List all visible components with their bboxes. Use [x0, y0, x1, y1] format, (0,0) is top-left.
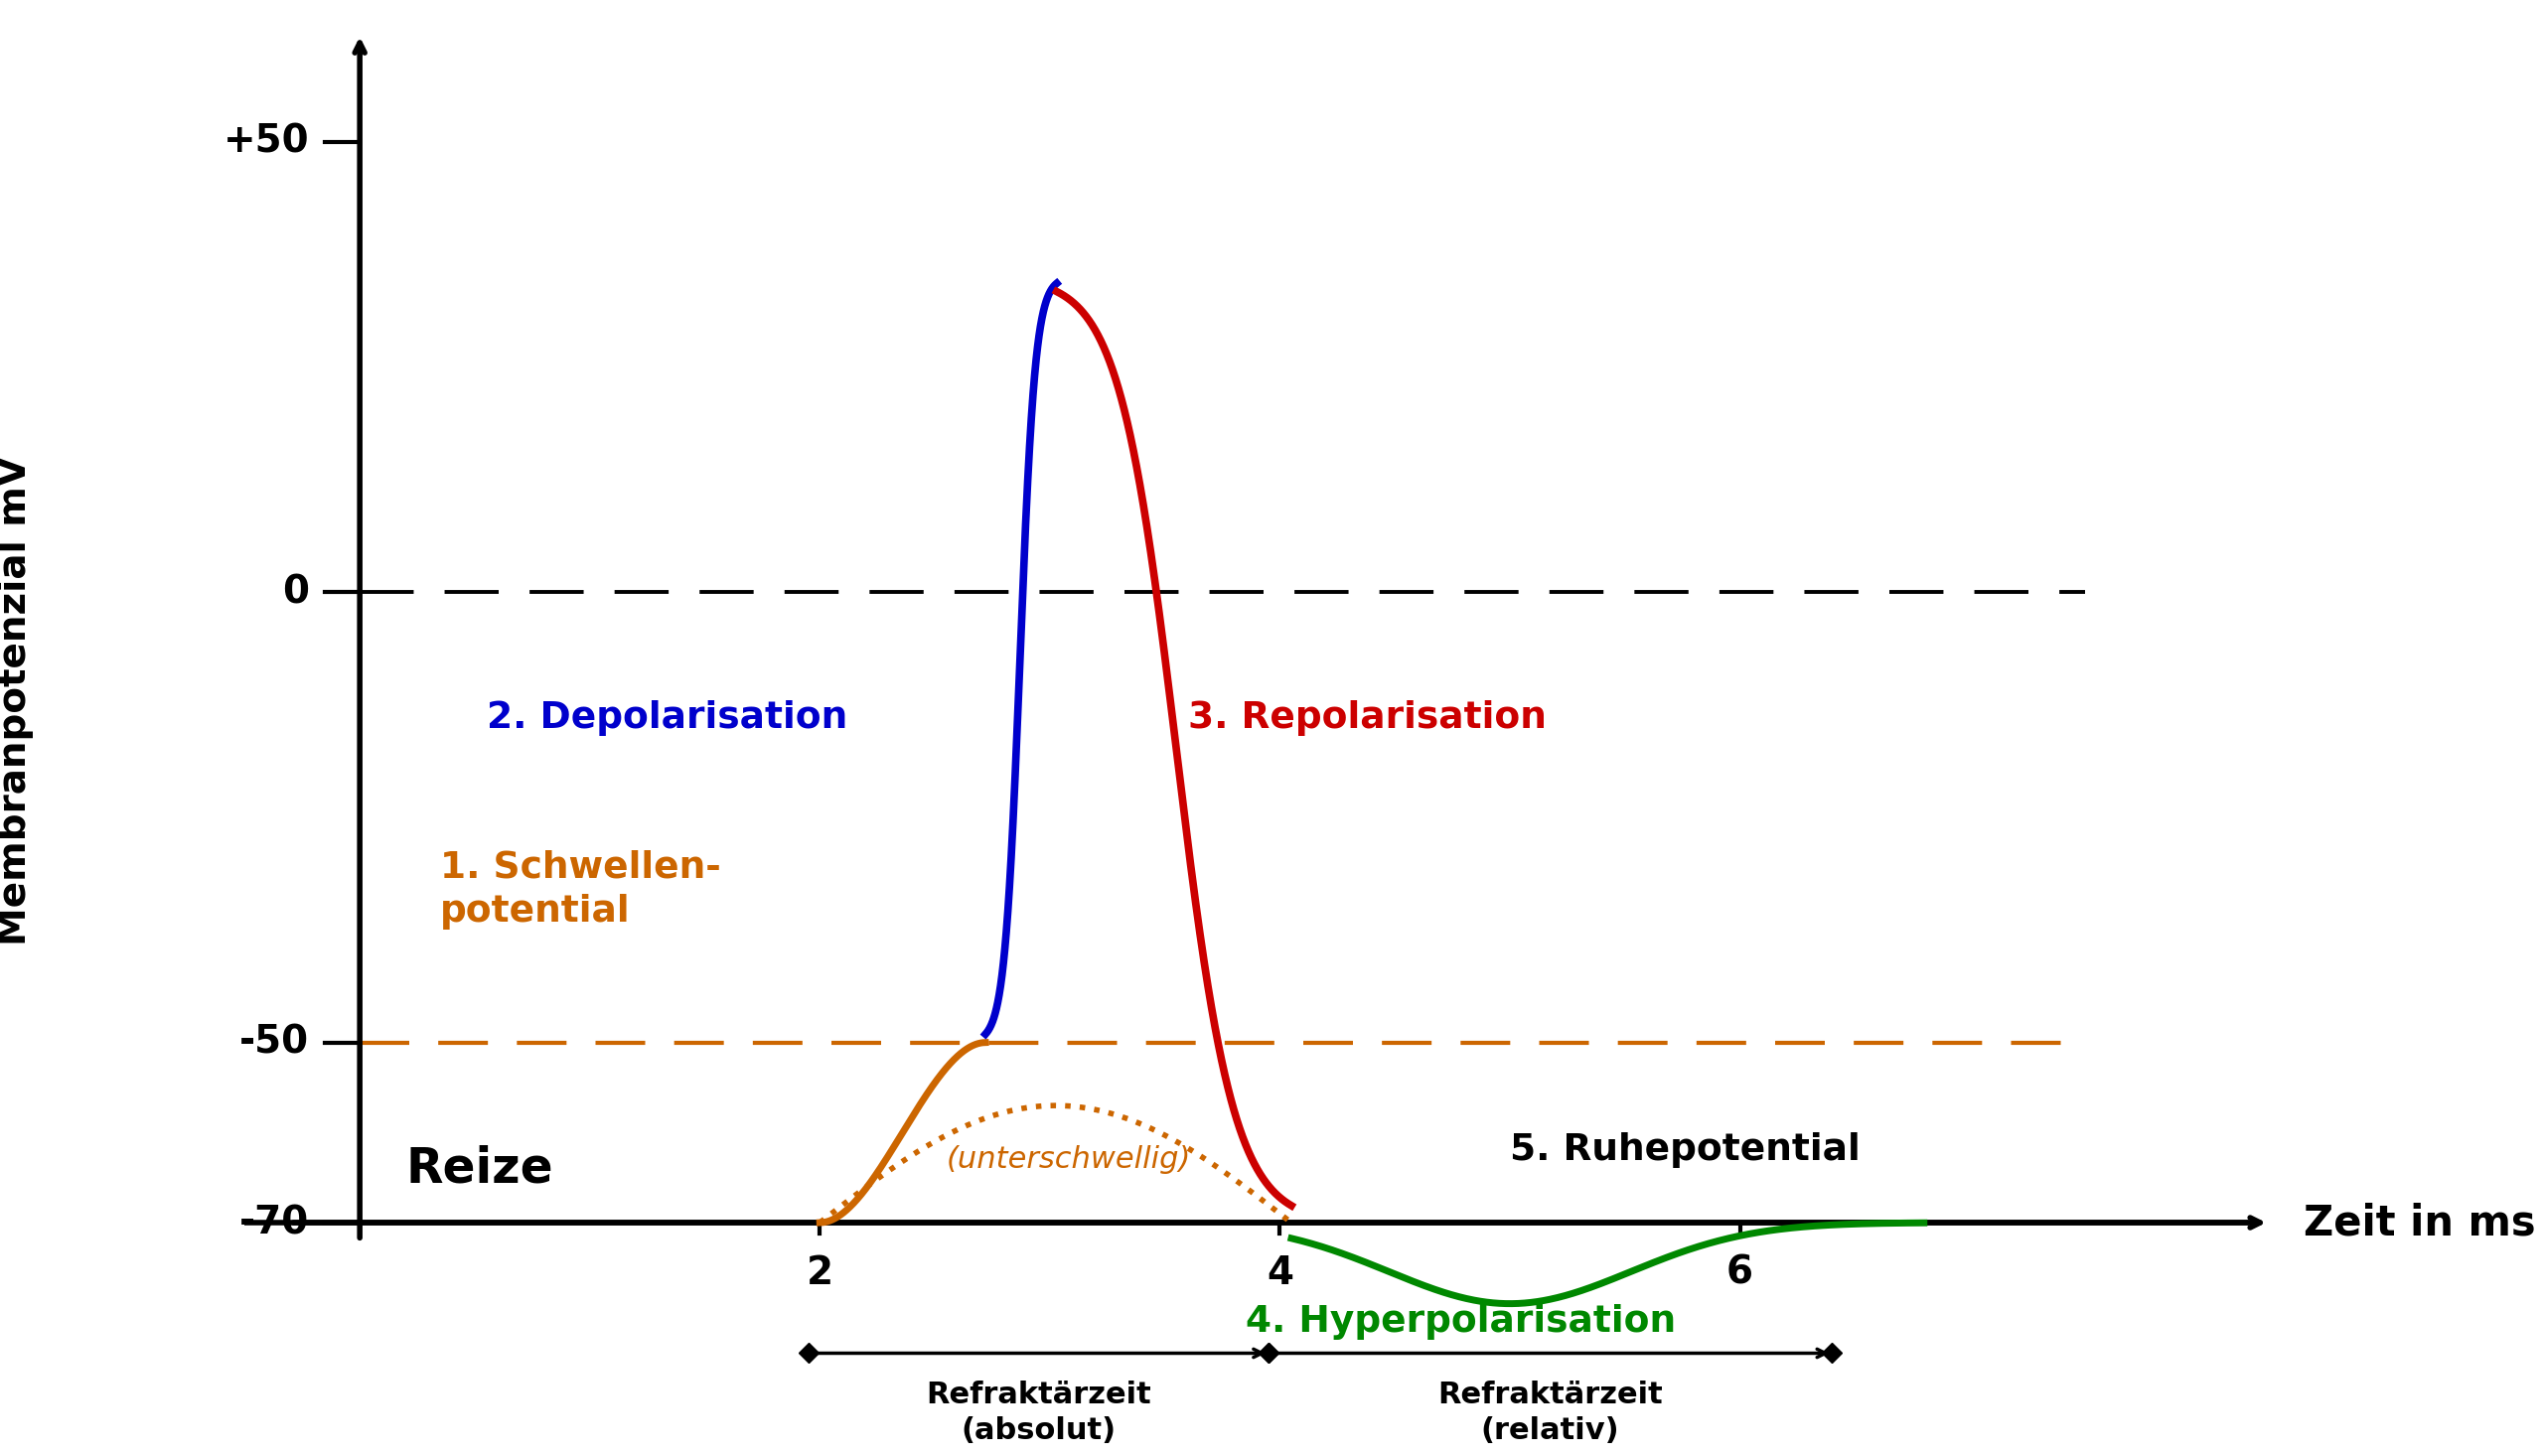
Text: 0: 0: [282, 574, 310, 612]
Text: +50: +50: [224, 124, 310, 160]
Text: 5. Ruhepotential: 5. Ruhepotential: [1511, 1133, 1861, 1169]
Text: 6: 6: [1727, 1254, 1752, 1291]
Text: Membranpotenzial mV: Membranpotenzial mV: [0, 456, 33, 945]
Text: 2: 2: [806, 1254, 834, 1291]
Text: -70: -70: [239, 1204, 310, 1242]
Text: 4. Hyperpolarisation: 4. Hyperpolarisation: [1246, 1303, 1676, 1340]
Text: 2. Depolarisation: 2. Depolarisation: [486, 700, 847, 737]
Text: (unterschwellig): (unterschwellig): [946, 1146, 1190, 1174]
Text: Zeit in ms: Zeit in ms: [2304, 1201, 2535, 1243]
Text: Refraktärzeit
(relativ): Refraktärzeit (relativ): [1437, 1380, 1663, 1444]
Text: Reize: Reize: [407, 1144, 554, 1192]
Text: 3. Repolarisation: 3. Repolarisation: [1188, 700, 1546, 737]
Text: -50: -50: [239, 1024, 310, 1061]
Text: Refraktärzeit
(absolut): Refraktärzeit (absolut): [926, 1380, 1152, 1444]
Text: 4: 4: [1266, 1254, 1294, 1291]
Text: 1. Schwellen-
potential: 1. Schwellen- potential: [440, 849, 722, 929]
